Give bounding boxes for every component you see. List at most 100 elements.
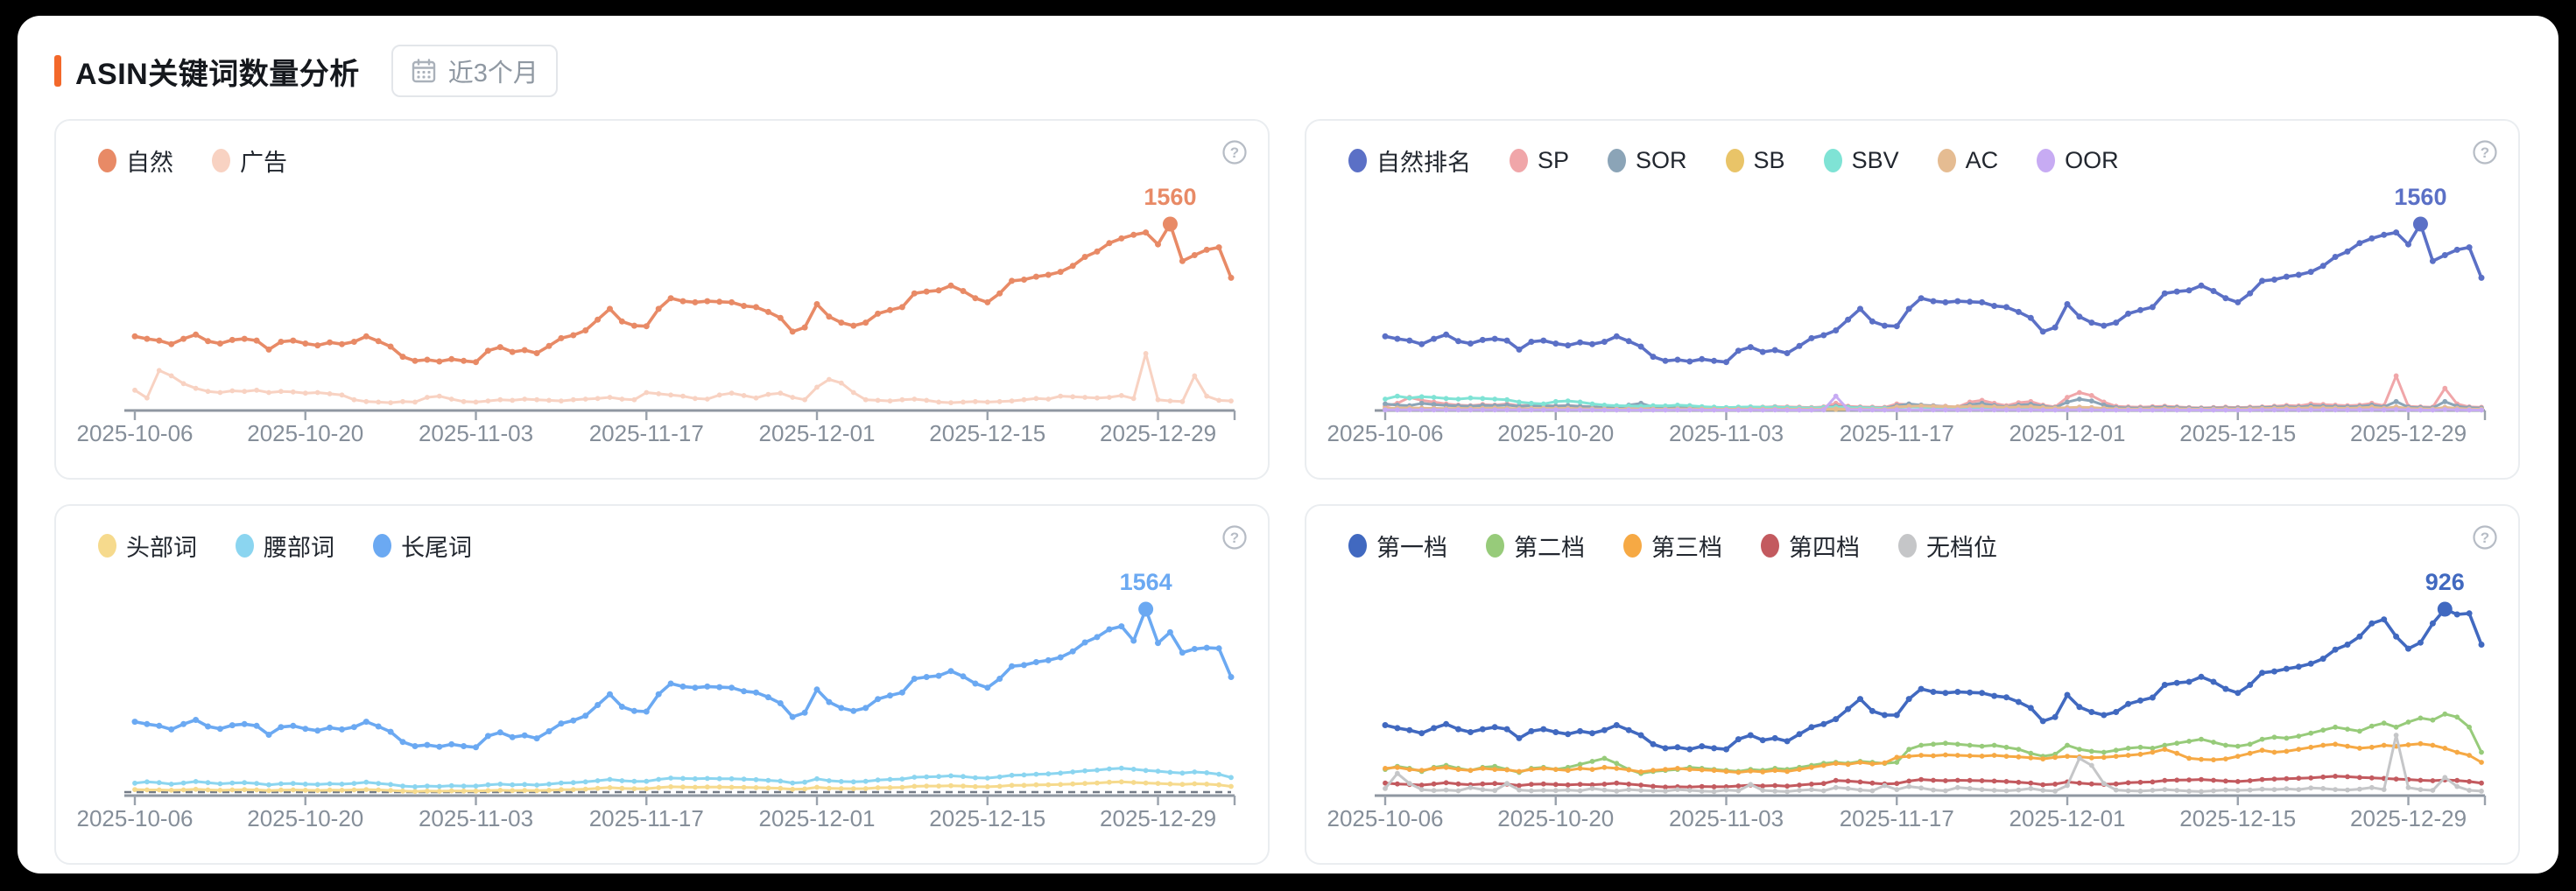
series-OOR [1383,393,2484,413]
x-axis-label: 2025-12-29 [2350,805,2467,831]
x-axis-label: 2025-11-03 [1669,420,1784,446]
legend-item-第四档[interactable]: 第四档 [1761,529,1860,563]
legend-dot-icon [98,534,116,558]
legend-item-腰部词[interactable]: 腰部词 [236,529,334,563]
legend-item-第一档[interactable]: 第一档 [1348,529,1447,563]
charts-grid: 自然 广告 ? 2025-10-06 2025-10-20 2025-11-03 202… [18,98,2558,865]
x-axis-label: 2025-12-15 [2179,805,2296,831]
legend-dot-icon [1486,534,1504,558]
x-axis-label: 2025-10-20 [247,805,363,831]
x-axis-label: 2025-10-06 [77,805,194,831]
legend-label: SBV [1851,147,1899,173]
series-第一档 [1382,606,2485,753]
legend-item-自然[interactable]: 自然 [98,144,173,178]
legend-label: 无档位 [1926,535,1997,561]
legend: 第一档 第二档 第三档 第四档 无档位 [1348,529,1997,563]
legend-item-AC[interactable]: AC [1937,147,1999,174]
legend-item-SBV[interactable]: SBV [1823,147,1899,174]
peak-point [1138,601,1154,617]
legend-dot-icon [98,149,116,172]
legend-label: 自然排名 [1376,150,1471,176]
legend: 头部词 腰部词 长尾词 [98,529,472,563]
legend-item-长尾词[interactable]: 长尾词 [373,529,472,563]
legend-label: 广告 [240,150,287,176]
chart-card-organic-vs-ad: 自然 广告 ? 2025-10-06 2025-10-20 2025-11-03 202… [54,119,1270,480]
legend-dot-icon [1937,149,1956,172]
legend-item-自然排名[interactable]: 自然排名 [1348,144,1471,178]
legend-item-头部词[interactable]: 头部词 [98,529,197,563]
x-axis-label: 2025-11-17 [1840,420,1954,446]
series-广告 [132,351,1234,405]
legend-item-SB[interactable]: SB [1725,147,1785,174]
peak-value-label: 1564 [1120,569,1172,595]
legend-label: AC [1965,147,1999,173]
peak-value-label: 926 [2425,569,2465,595]
legend-item-第二档[interactable]: 第二档 [1486,529,1585,563]
peak-value-label: 1560 [2394,184,2446,210]
calendar-icon [411,58,437,84]
series-line-第一档 [1383,607,2483,751]
series-自然排名 [1382,221,2485,366]
legend-label: SB [1753,147,1785,173]
legend-label: 腰部词 [264,535,334,561]
peak-value-label: 1560 [1144,184,1196,210]
legend-dot-icon [236,534,254,558]
peak-point [2412,216,2428,232]
svg-text:?: ? [2481,530,2489,546]
legend-dot-icon [1348,534,1367,558]
chart-card-rank-bands: 第一档 第二档 第三档 第四档 无档位 ? 2025-10-06 2025-10-20 20… [1305,504,2520,865]
series-第三档 [1383,740,2484,775]
series-自然 [131,221,1235,366]
x-axis: 2025-10-06 2025-10-20 2025-11-03 2025-11-17… [1327,409,2487,446]
legend-dot-icon [1348,149,1367,172]
x-axis-label: 2025-11-17 [1840,805,1954,831]
x-axis-label: 2025-12-29 [1100,420,1216,446]
legend-item-广告[interactable]: 广告 [212,144,287,178]
help-icon[interactable]: ? [2471,523,2499,556]
legend-item-OOR[interactable]: OOR [2037,147,2119,174]
legend-item-无档位[interactable]: 无档位 [1898,529,1997,563]
x-axis-label: 2025-12-15 [929,420,1045,446]
header: ASIN关键词数量分析 近3个月 [18,16,2558,98]
legend-item-SP[interactable]: SP [1510,147,1569,174]
legend-dot-icon [1510,149,1528,172]
series-line-自然 [133,222,1233,364]
x-axis-label: 2025-12-01 [2009,420,2126,446]
x-axis: 2025-10-06 2025-10-20 2025-11-03 2025-11-17… [1327,794,2487,831]
page-title: ASIN关键词数量分析 [75,57,360,91]
legend-label: 自然 [126,150,173,176]
help-icon[interactable]: ? [1221,138,1249,171]
date-range-filter-button[interactable]: 近3个月 [391,45,558,97]
dashboard-panel: ASIN关键词数量分析 近3个月 自然 广告 ? [18,16,2558,873]
series-line-长尾词 [133,607,1233,749]
peak-point [2437,601,2453,617]
legend-dot-icon [373,534,391,558]
series-长尾词 [131,606,1235,751]
legend-label: SOR [1636,147,1687,173]
help-icon[interactable]: ? [1221,523,1249,556]
legend-label: OOR [2065,147,2119,173]
x-axis-label: 2025-12-01 [759,420,876,446]
line-chart-word-tiers: 2025-10-06 2025-10-20 2025-11-03 2025-11-17… [77,569,1236,831]
line-chart-rank-bands: 2025-10-06 2025-10-20 2025-11-03 2025-11-17… [1327,569,2487,831]
legend-item-第三档[interactable]: 第三档 [1623,529,1722,563]
series-无档位 [1383,733,2484,795]
svg-text:?: ? [1230,530,1239,546]
x-axis-label: 2025-10-20 [1497,420,1614,446]
legend-dot-icon [212,149,230,172]
svg-text:?: ? [2481,144,2489,161]
legend-dot-icon [1823,149,1842,172]
x-axis-label: 2025-11-03 [1669,805,1784,831]
legend-item-SOR[interactable]: SOR [1608,147,1687,174]
help-icon[interactable]: ? [2471,138,2499,171]
date-range-label: 近3个月 [447,60,538,88]
x-axis-label: 2025-11-03 [419,420,533,446]
chart-card-rank-types: 自然排名 SP SOR SB SBV AC OOR ? 2025-10-06 2025-10-… [1305,119,2520,480]
legend-dot-icon [1725,149,1744,172]
x-axis-label: 2025-10-06 [1327,420,1444,446]
legend-dot-icon [1761,534,1779,558]
legend-label: 第四档 [1789,535,1860,561]
x-axis-label: 2025-12-29 [2350,420,2467,446]
series-腰部词 [132,765,1234,789]
legend-label: 长尾词 [401,535,472,561]
